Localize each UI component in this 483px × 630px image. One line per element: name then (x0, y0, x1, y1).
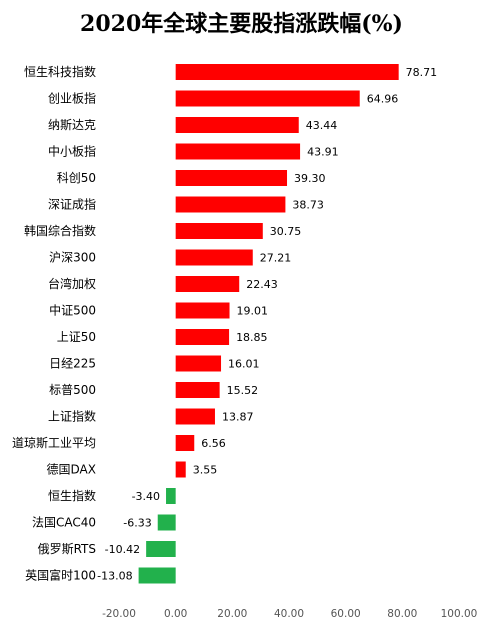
data-label: -10.42 (105, 543, 140, 556)
data-label: -3.40 (132, 490, 160, 503)
category-label: 法国CAC40 (32, 516, 96, 530)
data-label: -6.33 (123, 517, 151, 530)
category-label: 深证成指 (48, 197, 96, 212)
x-tick-label: 20.00 (217, 608, 247, 620)
bar (175, 196, 286, 213)
category-label: 俄罗斯RTS (38, 542, 96, 556)
x-tick-label: 100.00 (441, 608, 478, 620)
data-label: 27.21 (260, 252, 292, 265)
bar (175, 382, 220, 398)
data-label: 16.01 (228, 358, 259, 371)
bar (175, 64, 399, 80)
category-label: 英国富时100 (25, 568, 96, 583)
data-label: 38.73 (292, 199, 324, 212)
bar (166, 488, 176, 504)
bar (175, 355, 222, 372)
data-label: -13.08 (97, 570, 132, 583)
data-label: 43.44 (306, 119, 338, 132)
data-label: 78.71 (406, 66, 438, 79)
data-label: 30.75 (270, 225, 302, 238)
data-label: 39.30 (294, 172, 326, 185)
data-label: 43.91 (307, 146, 339, 159)
bar (138, 567, 176, 584)
category-label: 道琼斯工业平均 (12, 435, 96, 450)
bar (146, 541, 176, 557)
chart-title: 2020年全球主要股指涨跌幅(%) (80, 11, 403, 37)
data-label: 13.87 (222, 411, 254, 424)
data-label: 6.56 (201, 437, 226, 450)
data-label: 3.55 (193, 464, 218, 477)
category-label: 中小板指 (48, 144, 96, 159)
bar (175, 90, 360, 107)
bar (175, 435, 195, 451)
x-tick-label: 60.00 (331, 608, 361, 620)
data-label: 22.43 (246, 278, 277, 291)
bar (175, 249, 253, 266)
category-label: 标普500 (49, 383, 96, 397)
category-label: 纳斯达克 (48, 118, 96, 132)
bar (175, 117, 299, 133)
category-label: 科创50 (57, 171, 96, 185)
category-label: 中证500 (49, 303, 96, 318)
data-label: 19.01 (237, 305, 268, 318)
bar (175, 170, 288, 186)
category-label: 恒生科技指数 (24, 64, 96, 79)
bar (175, 461, 186, 478)
x-tick-label: 80.00 (387, 608, 417, 620)
bar (175, 223, 263, 239)
category-label: 沪深300 (49, 251, 96, 265)
bar (175, 143, 301, 160)
category-label: 恒生指数 (48, 488, 96, 503)
category-label: 德国DAX (47, 462, 96, 477)
bar (175, 329, 230, 345)
data-label: 15.52 (227, 384, 259, 397)
category-label: 上证50 (57, 330, 96, 344)
x-tick-label: -20.00 (102, 608, 136, 620)
category-label: 韩国综合指数 (24, 223, 96, 238)
x-tick-label: 0.00 (164, 608, 187, 620)
category-label: 创业板指 (48, 91, 96, 106)
bar (157, 514, 176, 531)
data-label: 64.96 (367, 93, 399, 106)
category-label: 日经225 (49, 357, 96, 371)
data-label: 18.85 (236, 331, 268, 344)
bar (175, 276, 240, 292)
category-label: 台湾加权 (48, 276, 96, 291)
bar (175, 302, 230, 319)
x-tick-label: 40.00 (274, 608, 304, 620)
bar (175, 408, 215, 425)
category-label: 上证指数 (48, 409, 96, 424)
